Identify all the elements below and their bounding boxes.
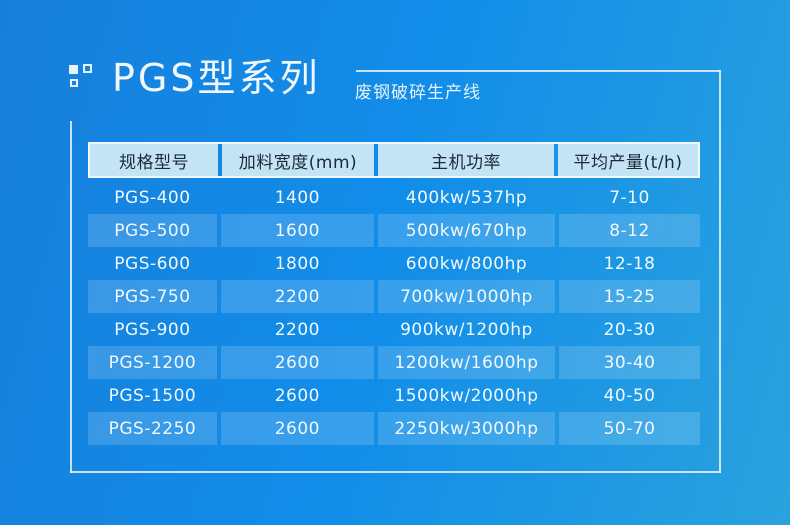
table-row: PGS-500 1600 500kw/670hp 8-12	[88, 214, 700, 247]
cell-output: 7-10	[609, 187, 650, 208]
square-outline-bottom	[70, 79, 78, 87]
cell-output: 12-18	[603, 253, 656, 274]
cell-output: 30-40	[559, 346, 700, 379]
cell-feed-width: 2200	[220, 280, 374, 313]
frame-line-right	[719, 70, 721, 473]
cell-model: PGS-500	[88, 214, 217, 247]
frame-line-left	[70, 121, 72, 473]
table-row: PGS-2250 2600 2250kw/3000hp 50-70	[88, 412, 700, 445]
cell-power: 1500kw/2000hp	[394, 385, 539, 406]
cell-model: PGS-750	[88, 280, 217, 313]
cell-feed-width: 1600	[220, 214, 374, 247]
cell-power: 400kw/537hp	[405, 187, 528, 208]
table-row: PGS-1200 2600 1200kw/1600hp 30-40	[88, 346, 700, 379]
cell-power: 500kw/670hp	[377, 214, 556, 247]
table-row: PGS-1500 2600 1500kw/2000hp 40-50	[88, 379, 700, 412]
cell-power: 2250kw/3000hp	[377, 412, 556, 445]
cell-feed-width: 1400	[274, 187, 320, 208]
cell-model: PGS-600	[114, 253, 191, 274]
cell-model: PGS-1200	[88, 346, 217, 379]
cell-feed-width: 2600	[220, 412, 374, 445]
squares-icon	[69, 64, 93, 88]
column-header-feed-width: 加料宽度(mm)	[222, 144, 374, 176]
cell-output: 20-30	[603, 319, 656, 340]
table-row: PGS-600 1800 600kw/800hp 12-18	[88, 247, 700, 280]
column-header-output: 平均产量(t/h)	[558, 144, 698, 176]
table-row: PGS-400 1400 400kw/537hp 7-10	[88, 181, 700, 214]
cell-feed-width: 2600	[220, 346, 374, 379]
spec-table: 规格型号 加料宽度(mm) 主机功率 平均产量(t/h) PGS-400 140…	[88, 142, 700, 445]
subtitle-underline	[356, 70, 720, 72]
cell-power: 900kw/1200hp	[400, 319, 533, 340]
frame-line-bottom	[70, 471, 721, 473]
cell-output: 15-25	[559, 280, 700, 313]
cell-power: 600kw/800hp	[405, 253, 528, 274]
cell-output: 50-70	[559, 412, 700, 445]
cell-model: PGS-1500	[108, 385, 197, 406]
cell-power: 1200kw/1600hp	[377, 346, 556, 379]
cell-feed-width: 2600	[274, 385, 320, 406]
cell-feed-width: 2200	[274, 319, 320, 340]
cell-model: PGS-900	[114, 319, 191, 340]
cell-model: PGS-400	[114, 187, 191, 208]
table-row: PGS-900 2200 900kw/1200hp 20-30	[88, 313, 700, 346]
page-subtitle: 废钢破碎生产线	[355, 83, 481, 103]
square-filled	[69, 65, 78, 74]
table-row: PGS-750 2200 700kw/1000hp 15-25	[88, 280, 700, 313]
square-outline-top	[83, 64, 92, 73]
cell-model: PGS-2250	[88, 412, 217, 445]
table-header-row: 规格型号 加料宽度(mm) 主机功率 平均产量(t/h)	[88, 142, 700, 178]
page-title: PGS型系列	[112, 56, 321, 100]
column-header-power: 主机功率	[378, 144, 554, 176]
cell-output: 40-50	[603, 385, 656, 406]
cell-feed-width: 1800	[274, 253, 320, 274]
cell-power: 700kw/1000hp	[377, 280, 556, 313]
column-header-model: 规格型号	[90, 144, 218, 176]
cell-output: 8-12	[559, 214, 700, 247]
